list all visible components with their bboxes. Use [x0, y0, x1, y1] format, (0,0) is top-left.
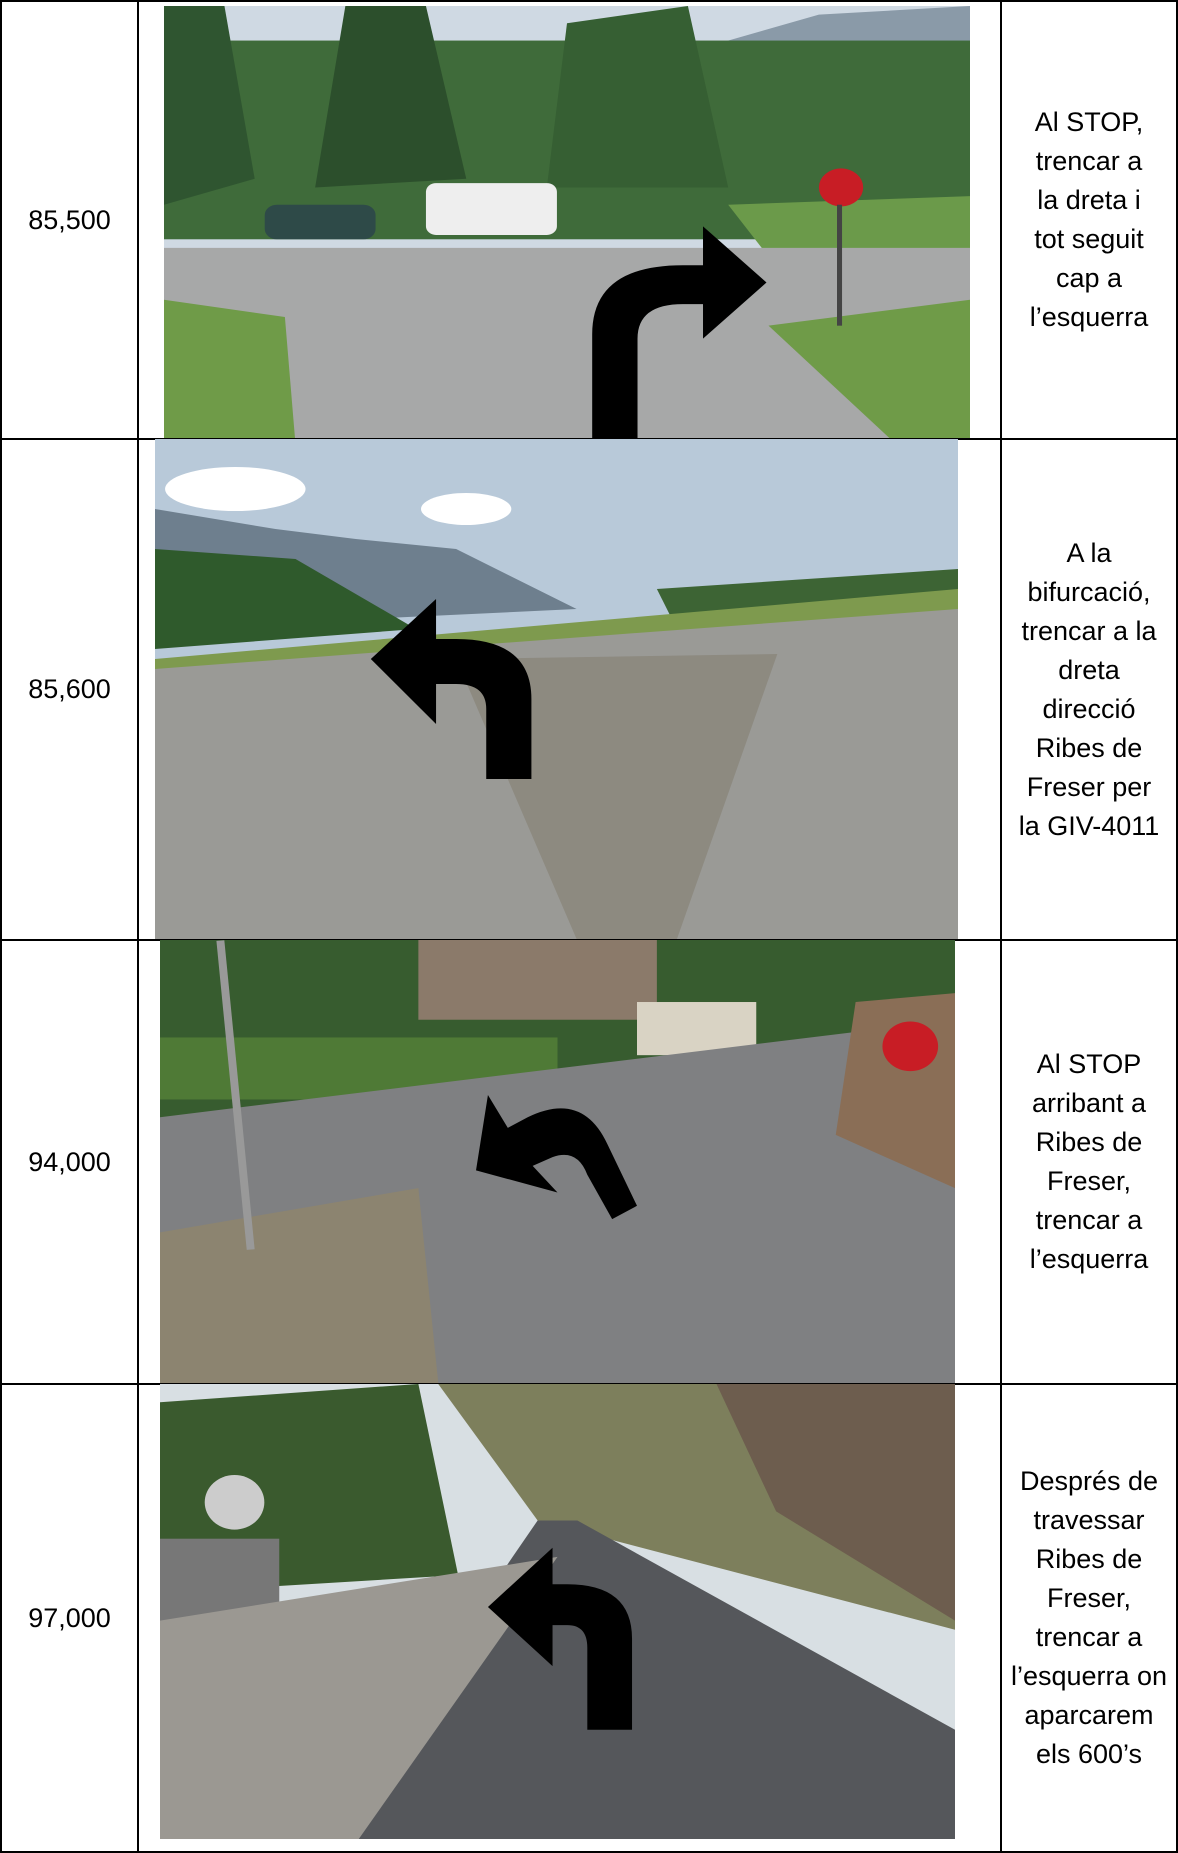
km: 97,000	[28, 1602, 111, 1633]
description-line: cap a	[1055, 263, 1123, 293]
km-cell: 85,500	[0, 0, 139, 440]
description-line: la dreta i	[1037, 185, 1141, 215]
km-cell: 94,000	[0, 939, 139, 1385]
description-line: bifurcació,	[1027, 576, 1151, 607]
km: 85,500	[28, 204, 111, 235]
description-line: Després de	[1019, 1466, 1159, 1496]
description-line: Ribes de	[1035, 732, 1143, 763]
description-line: Freser,	[1046, 1583, 1132, 1613]
description-line: direcció	[1042, 693, 1136, 724]
description-line: A la	[1066, 537, 1112, 568]
desc-cell: Al STOP, trencar a la dreta i tot seguit cap…	[1000, 0, 1178, 440]
desc-cell: A la bifurcació, trencar a la dreta direcció…	[1000, 438, 1178, 941]
description-line: trencar a	[1035, 1205, 1143, 1235]
desc-cell: Al STOP arribant a Ribes de Freser, trencar …	[1000, 939, 1178, 1385]
description-line: tot seguit	[1034, 224, 1144, 254]
description-line: trencar a	[1035, 1622, 1143, 1652]
photo	[155, 439, 958, 939]
photo	[160, 940, 955, 1383]
description-line: trencar a	[1035, 146, 1143, 176]
description-line: Al STOP	[1036, 1049, 1142, 1079]
description-line: Ribes de	[1035, 1127, 1143, 1157]
km-cell: 97,000	[0, 1383, 139, 1853]
km: 94,000	[28, 1146, 111, 1177]
km: 85,600	[28, 674, 111, 704]
description-line: Freser,	[1046, 1166, 1132, 1196]
description-line: l’esquerra	[1029, 1244, 1149, 1274]
description-line: Ribes de	[1035, 1544, 1143, 1574]
description-line: Al STOP,	[1034, 107, 1144, 137]
description-line: Freser per	[1026, 771, 1152, 802]
description-line: arribant a	[1031, 1088, 1147, 1118]
description-line: trencar a la	[1021, 615, 1157, 646]
photo	[164, 6, 970, 438]
km-cell: 85,600	[0, 438, 139, 941]
description-line: l’esquerra	[1029, 302, 1149, 332]
description-line: travessar	[1033, 1505, 1145, 1535]
photo	[160, 1384, 955, 1839]
description-line: l’esquerra on	[1010, 1661, 1168, 1691]
description-line: els 600’s	[1035, 1739, 1143, 1769]
desc-cell: Després de travessar Ribes de Freser, trenca…	[1000, 1383, 1178, 1853]
description-line: dreta	[1058, 654, 1120, 685]
description-line: la GIV-4011	[1018, 810, 1160, 841]
description-line: aparcarem	[1024, 1700, 1154, 1730]
